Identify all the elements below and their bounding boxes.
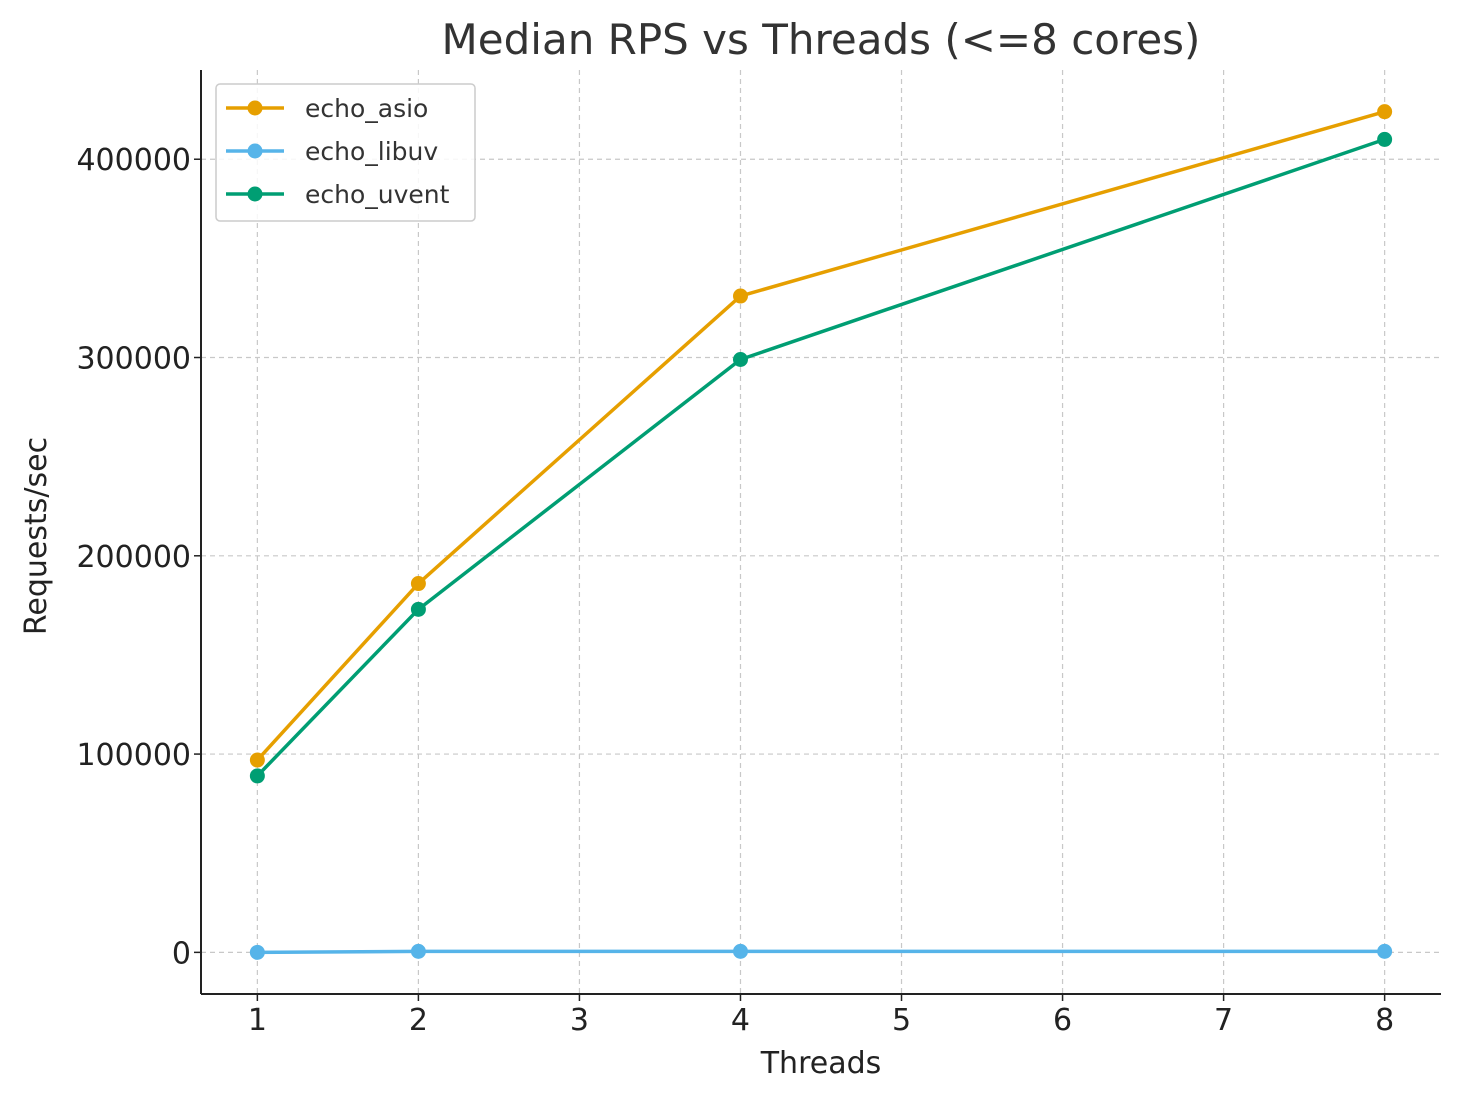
- data-point: [410, 601, 426, 617]
- legend-item: echo_asio: [226, 94, 428, 123]
- x-tick-label: 1: [248, 1003, 267, 1038]
- series-echo_asio: [249, 104, 1393, 768]
- y-axis-label: Requests/sec: [19, 437, 54, 635]
- legend-label: echo_asio: [305, 94, 428, 123]
- y-tick-label: 0: [172, 936, 191, 971]
- x-tick-label: 3: [570, 1003, 589, 1038]
- data-point: [1377, 943, 1393, 959]
- x-axis-label: Threads: [760, 1046, 882, 1081]
- y-tick-label: 400000: [76, 143, 191, 178]
- series-layer: [249, 104, 1393, 960]
- data-point: [1377, 104, 1393, 120]
- data-point: [249, 944, 265, 960]
- legend: echo_asio echo_libuv echo_uvent: [215, 83, 476, 222]
- y-axis-ticks: 0 100000 200000 300000 400000: [76, 143, 201, 971]
- series-line-echo_asio: [256, 109, 1386, 762]
- series-line-echo_uvent: [256, 137, 1386, 778]
- x-tick-label: 8: [1375, 1003, 1394, 1038]
- legend-label: echo_libuv: [305, 137, 438, 166]
- data-point: [732, 351, 748, 367]
- data-point: [410, 943, 426, 959]
- legend-swatch-marker: [247, 100, 263, 116]
- chart-title: Median RPS vs Threads (<=8 cores): [442, 15, 1201, 64]
- data-point: [732, 288, 748, 304]
- data-point: [732, 943, 748, 959]
- x-tick-label: 2: [409, 1003, 428, 1038]
- x-tick-label: 7: [1214, 1003, 1233, 1038]
- data-point: [1377, 131, 1393, 147]
- gridlines: [201, 70, 1441, 994]
- y-tick-label: 300000: [76, 342, 191, 377]
- x-tick-label: 5: [892, 1003, 911, 1038]
- legend-label: echo_uvent: [305, 180, 450, 209]
- legend-item: echo_uvent: [226, 180, 450, 209]
- y-tick-label: 100000: [76, 738, 191, 773]
- series-echo_uvent: [249, 131, 1393, 784]
- legend-box: [215, 83, 476, 222]
- legend-swatch-marker: [247, 143, 263, 159]
- x-axis-ticks: 1 2 3 4 5 6 7 8: [248, 994, 1394, 1038]
- series-line-echo_libuv: [257, 949, 1385, 955]
- data-point: [410, 576, 426, 592]
- legend-item: echo_libuv: [226, 137, 438, 166]
- data-point: [249, 752, 265, 768]
- y-tick-label: 200000: [76, 540, 191, 575]
- legend-swatch-marker: [247, 186, 263, 202]
- x-tick-label: 4: [731, 1003, 750, 1038]
- x-tick-label: 6: [1053, 1003, 1072, 1038]
- series-echo_libuv: [249, 943, 1393, 960]
- data-point: [249, 768, 265, 784]
- axes: [200, 70, 1441, 995]
